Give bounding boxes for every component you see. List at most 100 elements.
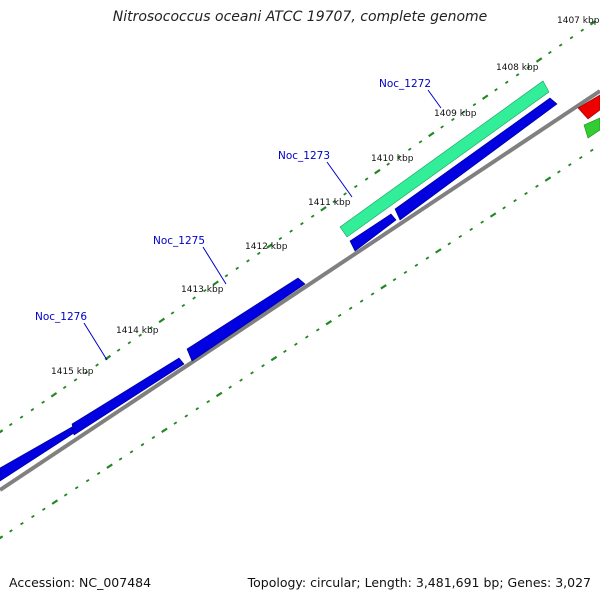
inner-tick-mark <box>20 522 24 526</box>
outer-tick-mark <box>127 341 132 345</box>
gene-label[interactable]: Noc_1276 <box>35 311 87 323</box>
inner-tick-mark <box>151 435 156 440</box>
outer-tick-mark <box>19 415 24 419</box>
outer-tick-mark <box>374 168 381 175</box>
gene-arrow[interactable] <box>71 357 185 436</box>
outer-tick-mark <box>504 80 509 84</box>
feature-track <box>339 80 550 238</box>
gene-label-leader <box>202 246 227 285</box>
reverse-strand-genes <box>577 94 600 139</box>
gene-label-leader <box>83 322 108 361</box>
gene-arrow[interactable] <box>0 426 75 482</box>
inner-tick-mark <box>469 227 474 231</box>
inner-tick-mark <box>85 478 90 483</box>
outer-tick-mark <box>407 147 412 151</box>
inner-tick-mark <box>380 284 387 290</box>
inner-tick-mark <box>294 342 298 346</box>
outer-tick-mark <box>149 326 153 330</box>
outer-tick-mark <box>481 94 489 100</box>
outer-tick-mark <box>580 28 585 32</box>
outer-tick-mark <box>428 131 435 138</box>
gene-label-leader <box>427 89 442 109</box>
scale-label: 1410 kbp <box>371 154 414 164</box>
outer-tick-mark <box>95 363 99 367</box>
gene-arrow[interactable] <box>186 277 306 362</box>
scale-label: 1407 kbp <box>557 16 600 26</box>
outer-tick-mark <box>30 408 35 412</box>
outer-tick-mark <box>515 73 520 77</box>
outer-tick-mark <box>440 125 444 129</box>
outer-tick-mark <box>170 311 175 315</box>
inner-tick-mark <box>184 414 189 418</box>
inner-tick-mark <box>31 514 35 519</box>
gene-label[interactable]: Noc_1275 <box>153 235 205 247</box>
scale-label: 1413 kbp <box>181 285 224 295</box>
inner-tick-mark <box>435 248 442 254</box>
inner-tick-mark <box>425 256 430 260</box>
genome-backbone <box>0 89 600 492</box>
inner-tick-mark <box>458 234 463 239</box>
feature-bar-noc-1272[interactable] <box>339 80 550 238</box>
inner-tick-mark <box>447 242 452 246</box>
outer-tick-mark <box>50 392 58 398</box>
inner-tick-mark <box>348 306 353 310</box>
outer-tick-mark <box>535 57 543 63</box>
inner-tick-mark <box>489 212 497 218</box>
inner-tick-mark <box>370 292 375 296</box>
outer-tick-mark <box>558 43 563 47</box>
gene-label[interactable]: Noc_1272 <box>379 78 431 90</box>
gene-labels: Noc_1272 Noc_1273 Noc_1275 Noc_1276 <box>35 78 442 361</box>
forward-strand-genes <box>0 97 558 482</box>
outer-tick-mark <box>418 140 423 144</box>
outer-tick-mark <box>224 274 229 278</box>
outer-tick-mark <box>235 266 240 270</box>
map-title: Nitrosococcus oceani ATCC 19707, complet… <box>112 9 488 25</box>
outer-tick-mark <box>472 102 477 107</box>
inner-tick-mark <box>140 443 145 447</box>
outer-tick-mark <box>353 184 358 189</box>
inner-tick-mark <box>403 270 408 275</box>
inner-tick-mark <box>239 378 243 382</box>
inner-tick-mark <box>315 328 320 332</box>
gene-arrow[interactable] <box>394 97 558 221</box>
outer-tick-mark <box>397 155 401 159</box>
gene-arrow-green[interactable] <box>583 117 600 139</box>
inner-tick-mark <box>215 391 223 398</box>
outer-tick-mark <box>320 206 327 212</box>
inner-tick-mark <box>42 507 46 511</box>
inner-tick-mark <box>502 206 506 210</box>
accession-label: Accession: NC_007484 <box>9 575 152 590</box>
outer-tick-mark <box>203 288 207 293</box>
inner-tick-mark <box>392 277 397 282</box>
gene-arrow[interactable] <box>349 213 397 252</box>
outer-tick-mark <box>332 199 337 204</box>
genome-summary: Topology: circular; Length: 3,481,691 bp… <box>247 575 591 590</box>
outer-tick-mark <box>310 214 315 218</box>
outer-tick-mark <box>364 177 369 181</box>
gene-label[interactable]: Noc_1273 <box>278 150 330 162</box>
outer-tick-mark <box>278 236 283 241</box>
outer-tick-mark <box>0 429 4 434</box>
outer-tick-mark <box>289 229 293 233</box>
inner-tick-mark <box>51 499 59 505</box>
inner-tick-mark <box>118 457 123 461</box>
inner-tick-mark <box>414 263 419 267</box>
inner-tick-mark <box>9 529 13 533</box>
outer-tick-mark <box>41 400 45 404</box>
inner-tick-mark <box>513 199 517 203</box>
inner-tick-mark <box>524 191 528 196</box>
inner-tick-mark <box>535 184 539 188</box>
outer-tick-mark <box>461 110 466 114</box>
inner-tick-mark <box>359 299 364 303</box>
inner-tick-mark <box>305 335 309 339</box>
outer-tick-mark <box>62 385 67 390</box>
inner-tick-mark <box>578 155 583 160</box>
gene-arrow-red[interactable] <box>577 94 600 120</box>
outer-tick-mark <box>569 36 574 40</box>
outer-tick-mark <box>451 117 455 122</box>
inner-tick-mark <box>544 176 552 182</box>
inner-tick-mark <box>283 349 287 354</box>
scale-label: 1412 kbp <box>245 242 288 252</box>
outer-tick-mark <box>181 303 186 308</box>
inner-tick-mark <box>337 313 342 318</box>
